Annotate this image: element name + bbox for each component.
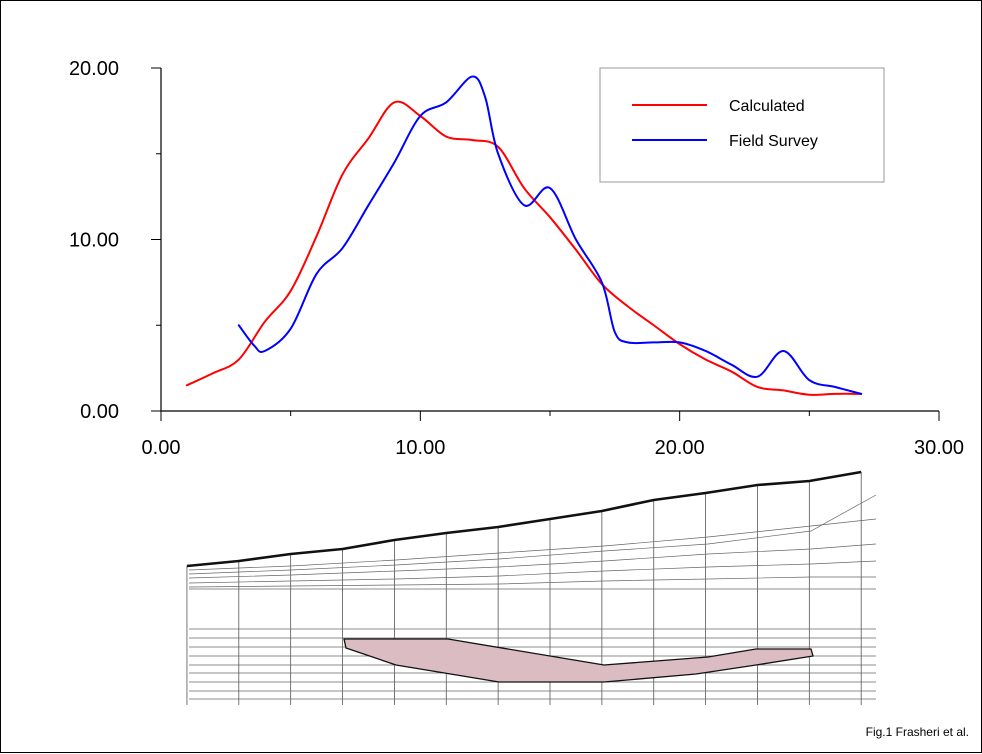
- series-line-calculated: [185, 100, 863, 396]
- y-tick-label: 0.00: [80, 401, 119, 423]
- buried-body-polygon: [343, 638, 814, 683]
- section-layer-line: [188, 576, 876, 588]
- geologic-cross-section: [186, 470, 877, 705]
- section-layer-line: [188, 494, 877, 575]
- legend-box: [599, 67, 885, 183]
- y-tick-label: 10.00: [69, 230, 119, 252]
- x-tick-label: 20.00: [655, 437, 705, 459]
- legend-label-field-survey: Field Survey: [729, 133, 818, 150]
- y-tick-label: 20.00: [69, 58, 119, 80]
- legend: Calculated Field Survey: [599, 67, 885, 183]
- x-tick-label: 10.00: [395, 437, 445, 459]
- x-tick-label: 0.00: [142, 437, 181, 459]
- legend-label-calculated: Calculated: [729, 98, 805, 115]
- section-layer-line: [188, 518, 877, 571]
- figure-caption: Fig.1 Frasheri et al.: [866, 725, 969, 739]
- ground-surface-line: [186, 470, 862, 568]
- x-tick-label: 30.00: [914, 437, 964, 459]
- section-layer-line: [188, 560, 877, 584]
- series-line-field-survey: [237, 75, 863, 395]
- series-layer: [185, 75, 863, 396]
- section-layer-line: [188, 543, 877, 579]
- ticks-layer: 0.00 10.00 20.00 30.00 0.00 10.00 20.00: [69, 58, 964, 459]
